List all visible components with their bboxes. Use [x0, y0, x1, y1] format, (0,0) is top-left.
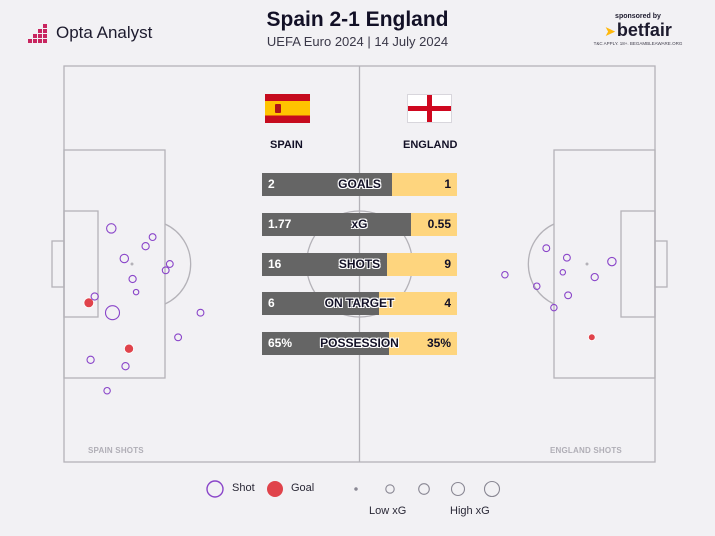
- shot-marker: [562, 253, 571, 262]
- away-stat-value: 35%: [426, 336, 451, 350]
- away-stat-bar: [379, 292, 457, 315]
- goal-marker: [124, 343, 135, 354]
- shot-marker: [141, 242, 150, 251]
- shot-marker: [550, 303, 558, 312]
- shots-layer: [83, 223, 617, 395]
- shot-marker: [104, 305, 121, 321]
- home-stat-bar: [262, 332, 389, 355]
- shot-marker: [103, 386, 111, 395]
- home-stat-bar: [262, 253, 387, 276]
- stat-row: 2 GOALS 1: [262, 173, 457, 196]
- shot-marker: [165, 260, 174, 268]
- shot-marker: [106, 223, 117, 234]
- goal-right: [654, 240, 668, 288]
- shot-marker: [564, 291, 573, 300]
- legend-shot-label: Shot: [232, 482, 255, 494]
- stat-label: SHOTS: [338, 257, 381, 271]
- shot-marker: [533, 282, 541, 290]
- shot-marker: [90, 292, 99, 301]
- penalty-spot-right: [585, 262, 589, 266]
- stat-row: 6 ON TARGET 4: [262, 292, 457, 315]
- stat-row: 65% POSSESSION 35%: [262, 332, 457, 355]
- home-stat-value: 6: [268, 296, 275, 310]
- shot-marker: [128, 274, 137, 284]
- shot-marker: [542, 244, 551, 253]
- page-title: Spain 2-1 England: [266, 8, 449, 31]
- penalty-spot-left: [130, 262, 134, 266]
- stat-label: ON TARGET: [324, 296, 395, 310]
- shot-marker: [559, 269, 567, 276]
- penalty-box-left: [63, 149, 166, 379]
- away-stat-value: 4: [444, 296, 451, 310]
- shot-marker: [174, 333, 183, 342]
- legend-xg-size-4: [450, 481, 466, 497]
- penalty-box-right: [553, 149, 656, 379]
- penalty-arc-right: [527, 223, 555, 305]
- away-stat-value: 0.55: [427, 217, 451, 231]
- home-stat-value: 65%: [268, 336, 293, 350]
- spain-flag-icon: [265, 94, 310, 123]
- home-stat-value: 16: [268, 257, 282, 271]
- six-yard-box-right: [620, 210, 656, 318]
- stat-label: xG: [351, 217, 368, 231]
- england-flag-icon: [407, 94, 452, 123]
- away-shots-label: ENGLAND SHOTS: [550, 446, 622, 455]
- legend-goal-icon: [267, 481, 283, 497]
- sponsor-block: sponsored by ➤betfair T&C APPLY. 18+. BE…: [588, 13, 688, 46]
- sponsor-brand-text: betfair: [616, 20, 672, 40]
- shot-marker: [121, 362, 130, 371]
- home-stat-value: 2: [268, 177, 275, 191]
- shot-marker: [590, 272, 599, 282]
- home-stat-bar: [262, 173, 393, 196]
- shot-marker: [196, 308, 205, 317]
- stat-label: GOALS: [338, 177, 381, 191]
- shot-marker: [86, 355, 95, 364]
- sponsor-label: sponsored by: [615, 13, 661, 20]
- opta-dots-icon: [28, 22, 50, 44]
- shot-marker: [161, 266, 170, 275]
- away-team-name: ENGLAND: [403, 139, 458, 151]
- goal-marker: [587, 333, 596, 342]
- away-stat-value: 9: [444, 257, 451, 271]
- goal-marker: [83, 297, 95, 309]
- away-stat-value: 1: [444, 177, 451, 191]
- away-stat-bar: [392, 173, 457, 196]
- goal-left: [51, 240, 65, 288]
- legend-high-xg-label: High xG: [450, 505, 490, 517]
- legend-xg-size-1: [354, 487, 358, 491]
- stat-row: 16 SHOTS 9: [262, 253, 457, 276]
- page-subtitle: UEFA Euro 2024 | 14 July 2024: [266, 34, 449, 49]
- shot-marker: [119, 253, 130, 264]
- away-stat-bar: [388, 332, 457, 355]
- home-stat-bar: [262, 213, 411, 236]
- brand-name: Opta Analyst: [56, 23, 153, 42]
- home-stat-value: 1.77: [268, 217, 292, 231]
- legend-low-xg-label: Low xG: [369, 505, 407, 517]
- shot-marker: [607, 256, 617, 267]
- legend-goal-label: Goal: [291, 482, 315, 494]
- stat-label: POSSESSION: [320, 336, 399, 350]
- legend-xg-size-5: [483, 480, 501, 498]
- opta-analyst-logo: Opta Analyst: [28, 20, 152, 46]
- home-shots-label: SPAIN SHOTS: [88, 446, 144, 455]
- stat-row: 1.77 xG 0.55: [262, 213, 457, 236]
- shot-marker: [132, 288, 140, 296]
- legend-xg-size-2: [385, 484, 395, 494]
- sponsor-terms: T&C APPLY. 18+. BEGAMBLEAWARE.ORG: [593, 41, 683, 46]
- shot-marker: [501, 270, 509, 279]
- legend-shot-icon: [206, 480, 224, 498]
- betfair-arrow-icon: ➤: [604, 23, 616, 39]
- away-stat-bar: [386, 253, 457, 276]
- sponsor-logo: ➤betfair: [588, 20, 688, 41]
- home-stat-bar: [262, 292, 379, 315]
- legend-xg-size-3: [418, 483, 430, 495]
- away-stat-bar: [410, 213, 457, 236]
- home-team-name: SPAIN: [270, 139, 303, 151]
- shot-marker: [148, 233, 157, 242]
- legend-markers: [206, 480, 501, 498]
- penalty-arc-left: [164, 223, 192, 305]
